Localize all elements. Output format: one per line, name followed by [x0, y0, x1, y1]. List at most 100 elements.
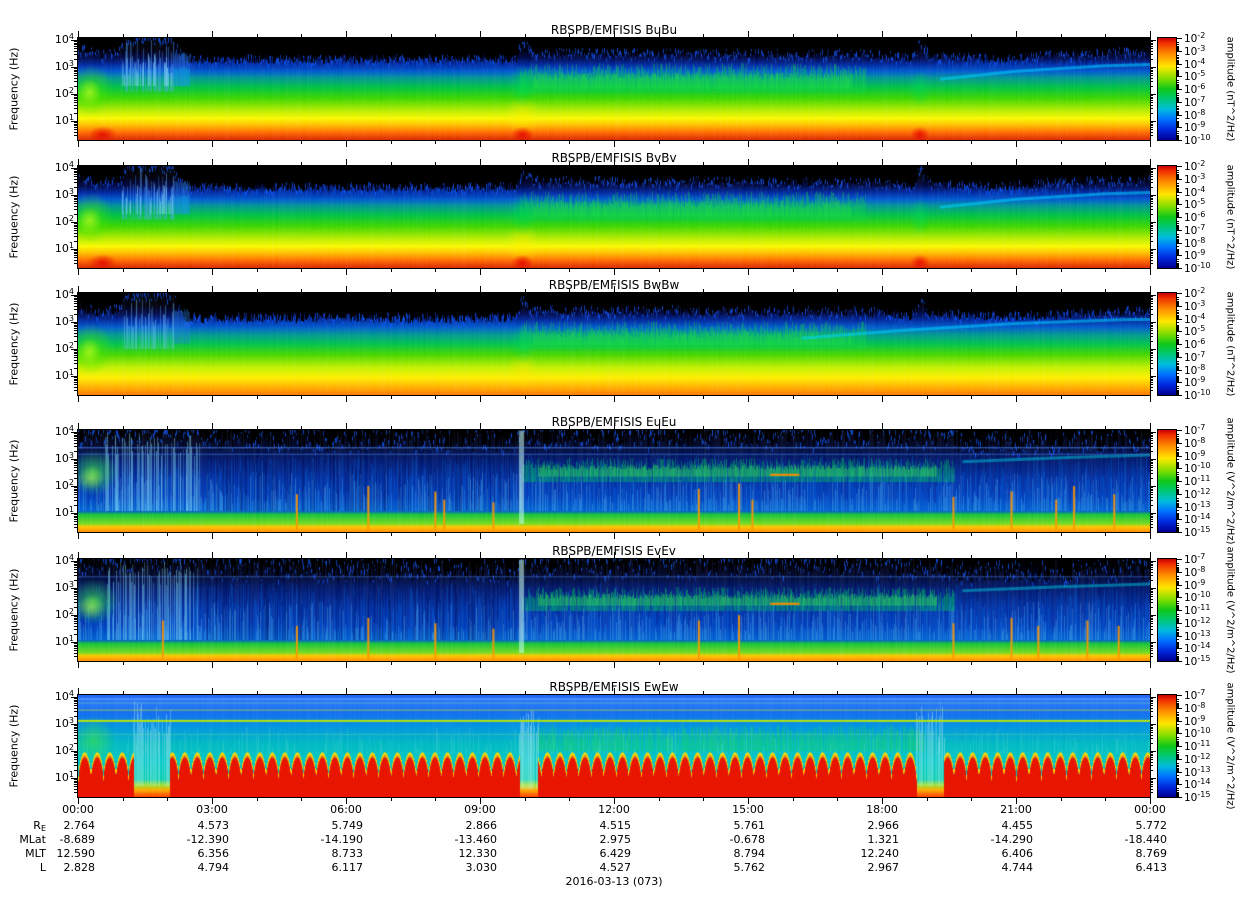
x-tick-top — [882, 552, 883, 559]
y-tick-minor — [1150, 363, 1153, 365]
y-tick-minor — [1150, 336, 1153, 338]
y-tick-minor — [1150, 732, 1153, 734]
cb-tick-minor — [1176, 354, 1179, 356]
cb-tick-minor — [1176, 368, 1179, 370]
y-tick-major — [1150, 697, 1156, 699]
y-tick-minor — [1150, 259, 1153, 261]
y-tick-minor — [74, 104, 78, 106]
cb-tick-minor — [1176, 74, 1179, 76]
x-tick-bottom — [882, 532, 883, 539]
y-tick-label: 104 — [54, 287, 74, 302]
y-tick-minor — [1150, 297, 1153, 299]
cb-tick-minor — [1176, 317, 1179, 319]
x-tick-bottom — [524, 395, 526, 399]
y-tick-minor — [1150, 296, 1153, 298]
y-tick-minor — [1150, 730, 1153, 732]
x-tick-top — [1105, 289, 1107, 293]
x-tick-top — [569, 162, 571, 166]
cb-tick-minor — [1176, 210, 1179, 212]
y-tick-minor — [1150, 705, 1153, 707]
cb-tick-minor — [1176, 233, 1179, 235]
ephemeris-value: 5.749 — [331, 819, 364, 832]
x-tick-top — [435, 34, 437, 38]
cb-tick-minor — [1176, 389, 1179, 391]
x-tick-top — [167, 162, 169, 166]
cb-tick-minor — [1176, 69, 1179, 71]
cb-tick-minor — [1176, 567, 1179, 569]
x-tick-bottom — [971, 140, 973, 144]
cb-tick-minor — [1176, 657, 1179, 659]
cb-tick-minor — [1176, 512, 1179, 514]
cb-tick-minor — [1176, 442, 1179, 444]
y-tick-minor — [1150, 71, 1153, 73]
cb-tick-minor — [1176, 197, 1179, 199]
y-tick-minor — [1150, 451, 1153, 452]
x-tick-bottom — [78, 661, 79, 668]
cb-tick-minor — [1176, 467, 1179, 469]
y-tick-minor — [1150, 698, 1153, 700]
cb-tick-major — [1176, 305, 1182, 307]
cb-tick-minor — [1176, 658, 1179, 660]
cb-tick-minor — [1176, 529, 1179, 531]
y-tick-minor — [74, 303, 78, 305]
x-tick-bottom — [390, 140, 392, 144]
y-tick-minor — [74, 644, 78, 646]
y-tick-minor — [74, 701, 78, 703]
cb-tick-minor — [1176, 782, 1179, 784]
cb-tick-label: 10-2 — [1184, 286, 1206, 300]
x-tick-bottom — [122, 140, 124, 144]
x-tick-bottom — [658, 140, 660, 144]
x-tick-top — [167, 555, 169, 559]
x-tick-top — [1060, 34, 1062, 38]
y-tick-minor — [74, 226, 78, 228]
spectrogram-canvas-BuBu — [77, 37, 1151, 141]
x-tick-top — [1060, 555, 1062, 559]
cb-tick-minor — [1176, 739, 1179, 741]
y-tick-minor — [1150, 98, 1153, 100]
x-tick-bottom — [212, 395, 213, 402]
y-tick-minor — [1150, 127, 1153, 129]
x-tick-top — [1150, 286, 1151, 293]
cb-tick-minor — [1176, 613, 1179, 615]
y-tick-minor — [1150, 521, 1153, 523]
x-tick-top — [524, 555, 526, 559]
x-tick-top — [837, 426, 839, 430]
cb-tick-minor — [1176, 250, 1179, 252]
y-tick-minor — [74, 46, 78, 48]
cb-tick-minor — [1176, 742, 1179, 744]
cb-tick-minor — [1176, 175, 1179, 177]
y-tick-minor — [1150, 644, 1153, 646]
y-tick-minor — [74, 436, 78, 438]
y-tick-minor — [1150, 523, 1153, 525]
y-tick-minor — [1150, 122, 1153, 124]
x-tick-bottom — [882, 268, 883, 275]
x-tick-top — [1060, 289, 1062, 293]
y-tick-major — [1150, 513, 1156, 515]
cb-tick-minor — [1176, 478, 1179, 480]
y-tick-major — [71, 588, 78, 590]
y-tick-minor — [1150, 446, 1153, 448]
y-tick-minor — [1150, 517, 1153, 519]
cb-tick-minor — [1176, 113, 1179, 115]
y-tick-major — [1150, 195, 1156, 197]
time-tick-label: 15:00 — [732, 803, 764, 816]
cb-tick-major — [1176, 610, 1182, 611]
x-tick-bottom — [1150, 140, 1151, 147]
x-tick-top — [1016, 552, 1017, 559]
cb-tick-minor — [1176, 254, 1179, 256]
cb-tick-major — [1176, 293, 1182, 294]
cb-tick-label: 10-9 — [1184, 713, 1206, 728]
y-tick-minor — [1150, 571, 1153, 573]
y-tick-minor — [1150, 350, 1153, 352]
cb-tick-minor — [1176, 62, 1179, 64]
y-tick-minor — [1150, 514, 1153, 516]
x-tick-top — [346, 552, 347, 559]
y-tick-minor — [1150, 46, 1153, 48]
y-tick-minor — [74, 598, 78, 600]
cb-tick-minor — [1176, 365, 1179, 367]
y-tick-minor — [1150, 332, 1153, 334]
y-tick-minor — [74, 490, 78, 492]
y-tick-minor — [1150, 575, 1153, 577]
colorbar-axis-label: amplitude (nT^2/Hz) — [1224, 36, 1236, 142]
cb-tick-minor — [1176, 497, 1179, 499]
